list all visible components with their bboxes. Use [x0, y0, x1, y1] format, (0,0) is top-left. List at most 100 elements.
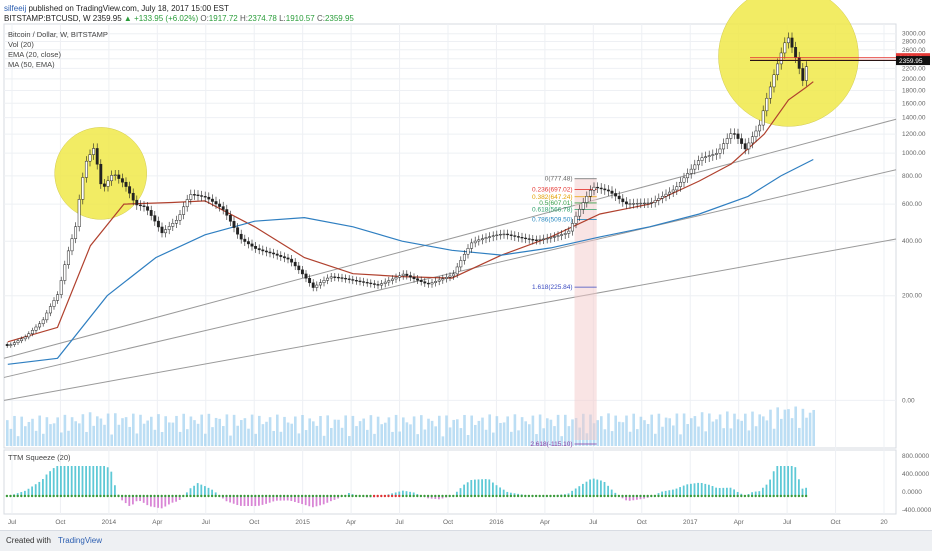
candle	[568, 231, 570, 233]
squeeze-dot	[488, 495, 490, 497]
squeeze-dot	[132, 495, 134, 497]
squeeze-dot	[791, 495, 793, 497]
candle	[802, 68, 804, 80]
candle	[668, 192, 670, 194]
candle	[67, 251, 69, 265]
candle	[794, 47, 796, 57]
candle	[402, 274, 404, 276]
squeeze-bar	[114, 485, 116, 496]
squeeze-dot	[416, 495, 418, 497]
legend-vol[interactable]: Vol (20)	[8, 40, 34, 49]
volume-bar	[179, 432, 182, 446]
candle	[589, 190, 591, 196]
squeeze-dot	[31, 495, 33, 497]
squeeze-dot	[71, 495, 73, 497]
squeeze-dot	[301, 495, 303, 497]
candle	[625, 202, 627, 204]
candle	[35, 327, 37, 330]
squeeze-dot	[517, 495, 519, 497]
squeeze-bar	[157, 496, 159, 508]
squeeze-bar	[146, 496, 148, 505]
legend-ma[interactable]: MA (50, EMA)	[8, 60, 55, 69]
legend-ttm[interactable]: TTM Squeeze (20)	[8, 453, 71, 462]
squeeze-dot	[103, 495, 105, 497]
y-tick-label: 1600.00	[902, 100, 926, 107]
squeeze-dot	[747, 495, 749, 497]
candle	[632, 203, 634, 204]
squeeze-dot	[283, 495, 285, 497]
squeeze-dot	[762, 495, 764, 497]
squeeze-bar	[578, 486, 580, 496]
candle	[161, 227, 163, 233]
volume-bar	[38, 416, 41, 446]
footer: Created with TradingView	[0, 530, 932, 551]
candle	[409, 276, 411, 278]
squeeze-dot	[787, 495, 789, 497]
candle	[17, 341, 19, 343]
squeeze-dot	[110, 495, 112, 497]
squeeze-dot	[85, 495, 87, 497]
volume-bar	[521, 417, 524, 446]
squeeze-bar	[193, 486, 195, 496]
squeeze-bar	[305, 496, 307, 505]
volume-bar	[798, 428, 801, 446]
volume-bar	[661, 427, 664, 446]
squeeze-dot	[657, 495, 659, 497]
volume-bar	[481, 418, 484, 446]
squeeze-dot	[621, 495, 623, 497]
volume-bar	[596, 420, 599, 446]
y-axis[interactable]: 3000.002800.002600.002400.002200.002000.…	[902, 31, 932, 514]
squeeze-dot	[333, 495, 335, 497]
volume-bar	[701, 412, 704, 446]
candle	[107, 181, 109, 187]
y-tick-label: 400.00	[902, 238, 922, 245]
squeeze-dot	[204, 495, 206, 497]
squeeze-dot	[726, 495, 728, 497]
squeeze-dot	[625, 495, 627, 497]
candle	[665, 194, 667, 196]
squeeze-bar	[67, 466, 69, 496]
candle	[344, 278, 346, 279]
squeeze-bar	[766, 485, 768, 496]
volume-bar	[20, 417, 23, 446]
candle	[236, 228, 238, 235]
squeeze-bar	[600, 480, 602, 496]
legend-ema[interactable]: EMA (20, close)	[8, 50, 61, 59]
candle	[100, 164, 102, 184]
squeeze-bar	[722, 488, 724, 496]
squeeze-bar	[251, 496, 253, 506]
squeeze-dot	[89, 495, 91, 497]
candle	[64, 265, 66, 281]
squeeze-dot	[434, 495, 436, 497]
candle	[564, 233, 566, 234]
tradingview-logo[interactable]: TradingView	[58, 536, 102, 545]
squeeze-dot	[258, 495, 260, 497]
volume-bar	[359, 421, 362, 446]
volume-bar	[103, 425, 106, 446]
squeeze-dot	[222, 495, 224, 497]
squeeze-bar	[467, 482, 469, 496]
volume-bar	[787, 409, 790, 446]
volume-bar	[424, 430, 427, 446]
price-chart[interactable]: 0(777.48)0.236(697.02)0.382(647.24)0.5(6…	[0, 0, 932, 530]
squeeze-dot	[269, 495, 271, 497]
squeeze-dot	[348, 495, 350, 497]
volume-bar	[175, 416, 178, 446]
squeeze-dot	[719, 495, 721, 497]
squeeze-dot	[539, 495, 541, 497]
squeeze-dot	[323, 495, 325, 497]
volume-bar	[726, 411, 729, 446]
squeeze-dot	[233, 495, 235, 497]
squeeze-pane	[4, 450, 896, 514]
candle	[179, 215, 181, 221]
squeeze-bar	[586, 482, 588, 496]
candle	[308, 278, 310, 283]
volume-bar	[247, 429, 250, 446]
volume-bar	[420, 415, 423, 446]
candle	[78, 199, 80, 226]
candle	[208, 197, 210, 199]
squeeze-dot	[805, 495, 807, 497]
squeeze-dot	[697, 495, 699, 497]
squeeze-dot	[81, 495, 83, 497]
